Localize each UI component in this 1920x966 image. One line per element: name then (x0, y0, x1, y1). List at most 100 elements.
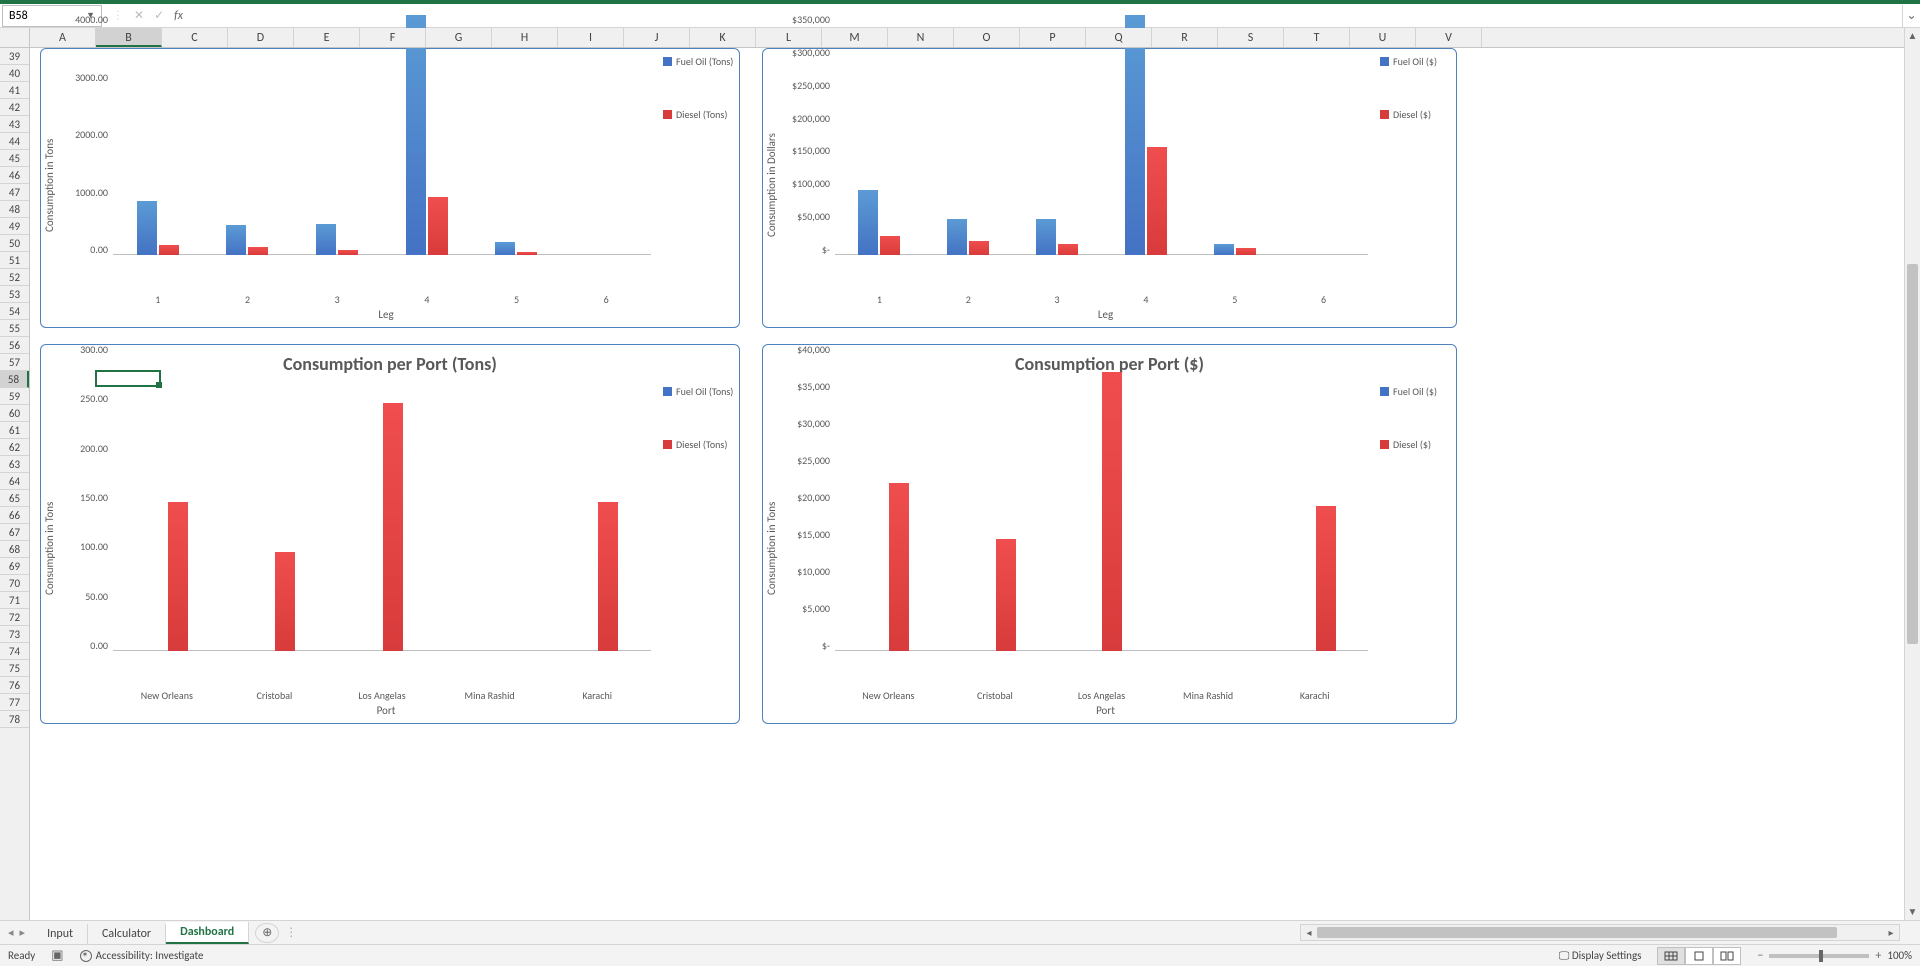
row-header[interactable]: 74 (0, 643, 29, 660)
row-header[interactable]: 43 (0, 116, 29, 133)
chart-frame[interactable]: Consumption per Port ($)Consumption in T… (762, 344, 1457, 724)
row-header[interactable]: 75 (0, 660, 29, 677)
zoom-out-button[interactable]: − (1757, 949, 1763, 963)
row-header[interactable]: 62 (0, 439, 29, 456)
column-header[interactable]: K (690, 28, 756, 47)
column-header[interactable]: L (756, 28, 822, 47)
column-header[interactable]: T (1284, 28, 1350, 47)
bar-group (469, 345, 511, 651)
row-header[interactable]: 58 (0, 371, 29, 388)
row-header[interactable]: 69 (0, 558, 29, 575)
row-header[interactable]: 50 (0, 235, 29, 252)
row-header[interactable]: 76 (0, 677, 29, 694)
hscroll-left-icon[interactable]: ◂ (1301, 926, 1317, 939)
sheet-tab[interactable]: Dashboard (166, 922, 249, 944)
column-header[interactable]: N (888, 28, 954, 47)
macro-record-icon[interactable]: ▣ (51, 948, 63, 963)
row-header[interactable]: 48 (0, 201, 29, 218)
row-header[interactable]: 49 (0, 218, 29, 235)
bar-group (361, 345, 403, 651)
zoom-level[interactable]: 100% (1887, 949, 1912, 962)
row-header[interactable]: 53 (0, 286, 29, 303)
row-header[interactable]: 64 (0, 473, 29, 490)
chart-frame[interactable]: Consumption in Tons4000.003000.002000.00… (40, 48, 740, 328)
select-all-corner[interactable] (0, 28, 30, 48)
view-normal-button[interactable] (1657, 947, 1685, 965)
row-header[interactable]: 51 (0, 252, 29, 269)
horizontal-scrollbar[interactable]: ◂ ▸ (1300, 924, 1900, 941)
scroll-up-icon[interactable]: ▲ (1905, 28, 1920, 44)
column-header[interactable]: U (1350, 28, 1416, 47)
column-header[interactable]: H (492, 28, 558, 47)
row-header[interactable]: 72 (0, 609, 29, 626)
column-header[interactable]: G (426, 28, 492, 47)
row-header[interactable]: 78 (0, 711, 29, 728)
column-header[interactable]: R (1152, 28, 1218, 47)
view-page-layout-button[interactable] (1685, 947, 1713, 965)
row-header[interactable]: 70 (0, 575, 29, 592)
column-header[interactable]: B (96, 28, 162, 47)
tab-nav-prev-icon[interactable]: ◂ (8, 926, 14, 939)
row-header[interactable]: 66 (0, 507, 29, 524)
row-header[interactable]: 68 (0, 541, 29, 558)
row-header[interactable]: 60 (0, 405, 29, 422)
column-header[interactable]: A (30, 28, 96, 47)
zoom-in-button[interactable]: + (1875, 949, 1881, 963)
row-header[interactable]: 63 (0, 456, 29, 473)
vscroll-track[interactable] (1905, 44, 1920, 904)
view-buttons (1657, 947, 1741, 965)
column-header[interactable]: V (1416, 28, 1482, 47)
sheet-tab[interactable]: Calculator (88, 924, 166, 944)
hscroll-right-icon[interactable]: ▸ (1883, 926, 1899, 939)
chart-frame[interactable]: Consumption in Dollars$350,000$300,000$2… (762, 48, 1457, 328)
column-header[interactable]: C (162, 28, 228, 47)
column-header[interactable]: M (822, 28, 888, 47)
row-header[interactable]: 42 (0, 99, 29, 116)
row-header[interactable]: 39 (0, 48, 29, 65)
chart-frame[interactable]: Consumption per Port (Tons)Consumption i… (40, 344, 740, 724)
status-accessibility[interactable]: Accessibility: Investigate (80, 949, 204, 962)
scroll-down-icon[interactable]: ▼ (1905, 904, 1920, 920)
vscroll-thumb[interactable] (1907, 264, 1918, 644)
column-header[interactable]: S (1218, 28, 1284, 47)
column-header[interactable]: Q (1086, 28, 1152, 47)
row-header[interactable]: 61 (0, 422, 29, 439)
row-header[interactable]: 73 (0, 626, 29, 643)
tab-separator: ⋮ (285, 925, 291, 940)
column-header[interactable]: I (558, 28, 624, 47)
row-header[interactable]: 45 (0, 150, 29, 167)
row-header[interactable]: 71 (0, 592, 29, 609)
column-header[interactable]: F (360, 28, 426, 47)
add-sheet-button[interactable]: ⊕ (255, 923, 279, 943)
row-header[interactable]: 57 (0, 354, 29, 371)
row-header[interactable]: 54 (0, 303, 29, 320)
row-header[interactable]: 52 (0, 269, 29, 286)
sheet-tab[interactable]: Input (33, 924, 88, 944)
y-tick-label: $40,000 (780, 345, 830, 355)
column-header[interactable]: J (624, 28, 690, 47)
vertical-scrollbar[interactable]: ▲ ▼ (1904, 28, 1920, 920)
column-header[interactable]: D (228, 28, 294, 47)
row-header[interactable]: 44 (0, 133, 29, 150)
zoom-slider[interactable] (1769, 954, 1869, 958)
row-header[interactable]: 67 (0, 524, 29, 541)
row-header[interactable]: 77 (0, 694, 29, 711)
column-header[interactable]: P (1020, 28, 1086, 47)
row-header[interactable]: 40 (0, 65, 29, 82)
formula-expand-icon[interactable]: ⌄ (1902, 5, 1920, 27)
row-header[interactable]: 65 (0, 490, 29, 507)
tab-nav-next-icon[interactable]: ▸ (20, 926, 26, 939)
hscroll-track[interactable] (1317, 925, 1883, 940)
row-header[interactable]: 59 (0, 388, 29, 405)
row-header[interactable]: 56 (0, 337, 29, 354)
row-header[interactable]: 46 (0, 167, 29, 184)
hscroll-thumb[interactable] (1317, 927, 1837, 938)
column-header[interactable]: O (954, 28, 1020, 47)
display-settings-button[interactable]: 🖵 Display Settings (1559, 949, 1642, 963)
row-header[interactable]: 41 (0, 82, 29, 99)
column-header[interactable]: E (294, 28, 360, 47)
view-page-break-button[interactable] (1713, 947, 1741, 965)
row-header[interactable]: 47 (0, 184, 29, 201)
row-header[interactable]: 55 (0, 320, 29, 337)
cells-area[interactable]: Consumption in Tons4000.003000.002000.00… (30, 48, 1904, 920)
